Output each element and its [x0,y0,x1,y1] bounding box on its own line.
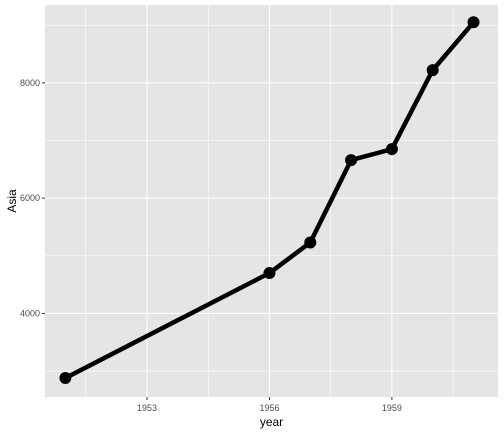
data-point [426,64,439,77]
data-point [59,371,72,384]
major-gridlines [45,5,498,397]
tick-layer: 1953 1956 1959 4000 6000 8000 [20,78,402,413]
x-tick-label: 1959 [382,403,402,413]
x-axis-title: year [260,415,283,429]
data-point [263,267,276,280]
y-tick-label: 8000 [20,78,40,88]
x-tick-label: 1953 [137,403,157,413]
data-point [304,236,317,249]
y-tick-label: 6000 [20,193,40,203]
plot-panel [45,5,498,397]
minor-gridlines [45,5,498,397]
y-tick-label: 4000 [20,308,40,318]
y-axis-title: Asia [5,189,19,213]
data-point [345,154,358,167]
x-tick-label: 1956 [259,403,279,413]
data-point [385,143,398,156]
data-point [467,16,480,29]
series-layer [59,16,480,384]
